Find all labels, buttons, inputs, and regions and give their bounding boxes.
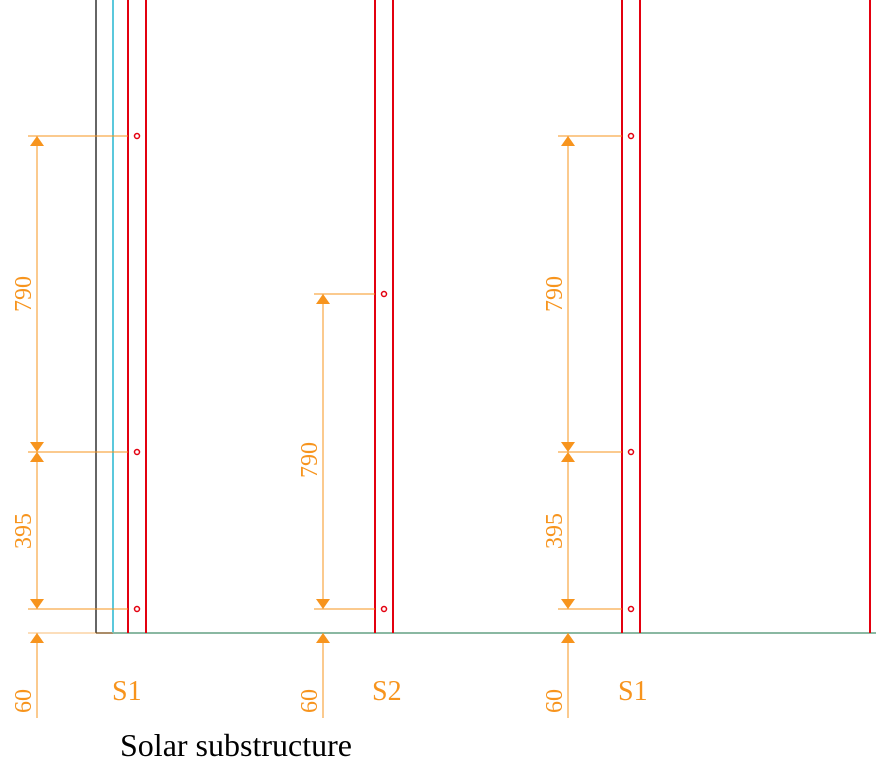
support-label-s2: S2: [372, 676, 402, 707]
outer-frame: [95, 0, 115, 634]
rail-pair-s1-left: [127, 0, 147, 633]
dimension-label-middle-s1-left: 395: [11, 513, 37, 549]
mount-point: [380, 290, 388, 298]
dimension-chain-s1-left: [28, 135, 128, 718]
rail-pair-s2: [374, 0, 394, 633]
support-label-s1-left: S1: [112, 676, 142, 707]
dimension-label-base-s1-right: 60: [542, 689, 568, 713]
mount-points-s1-left: [133, 132, 141, 613]
mount-points-s1-right: [627, 132, 635, 613]
dimension-label-base-s2: 60: [297, 689, 323, 713]
dimension-chain-s2: [314, 293, 375, 718]
dimension-label-upper-s1-right: 790: [542, 276, 568, 312]
dimension-label-middle-s1-right: 395: [542, 513, 568, 549]
mount-points-s2: [380, 290, 388, 613]
dimension-label-upper-s2: 790: [297, 442, 323, 478]
mount-point: [627, 605, 635, 613]
rail-pair-s1-right: [621, 0, 641, 633]
mount-point: [627, 132, 635, 140]
dimension-label-upper-s1-left: 790: [11, 276, 37, 312]
mount-point: [133, 448, 141, 456]
mount-point: [627, 448, 635, 456]
mount-point: [133, 605, 141, 613]
dimension-chain-s1-right: [558, 135, 622, 718]
drawing-caption: Solar substructure: [120, 727, 352, 763]
dimension-label-base-s1-left: 60: [11, 689, 37, 713]
support-label-s1-right: S1: [618, 676, 648, 707]
mount-point: [380, 605, 388, 613]
mount-point: [133, 132, 141, 140]
